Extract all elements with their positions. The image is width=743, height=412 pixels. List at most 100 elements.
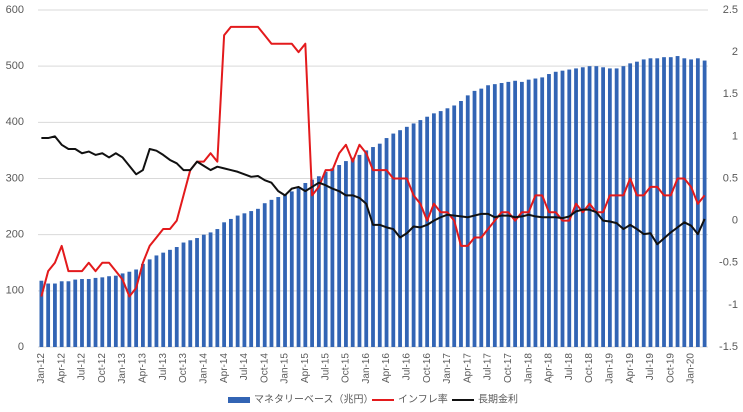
x-tick-label: Jan-15 [280,353,291,384]
bar [492,84,497,347]
bar [93,277,98,347]
y-tick-label: 400 [6,116,24,128]
bar [147,259,152,347]
bar [655,58,660,347]
bar [648,58,653,347]
bar [59,281,64,347]
bar [120,273,125,347]
bar [526,79,531,347]
bar [553,71,558,348]
bar [486,85,490,347]
y-tick-label: 100 [6,285,24,297]
x-tick-label: Apr-17 [462,353,473,383]
bar [472,90,477,347]
bar [350,157,355,347]
x-tick-label: Oct-18 [584,353,595,383]
bar [228,218,233,347]
x-tick-label: Jul-15 [320,353,331,381]
bar [357,154,362,347]
x-tick-label: Jul-17 [483,353,494,381]
x-tick-label: Jan-19 [605,353,616,384]
bar [445,108,450,348]
bar [425,116,430,347]
bar [73,279,78,347]
bar [235,215,240,347]
x-tick-label: Jan-20 [686,353,697,384]
bar [662,57,666,348]
bar [100,277,105,347]
bar [452,105,457,347]
bar [262,203,267,347]
bar [53,283,57,347]
bar [276,197,281,347]
bar [208,232,213,347]
bar [283,194,287,347]
bar [513,80,518,348]
bar [540,77,545,348]
bar [80,279,84,347]
bar [242,213,247,347]
x-tick-label: Oct-17 [503,353,514,383]
bar [310,179,314,347]
bar [344,161,348,347]
bar [404,126,409,348]
bar [323,171,328,347]
legend-label: マネタリーベース（兆円） [254,394,374,406]
bar [621,66,626,348]
y2-tick-label: 2 [732,46,738,58]
bar [614,68,619,347]
x-tick-label: Apr-12 [56,353,67,383]
x-tick-label: Jul-14 [239,353,250,381]
x-tick-label: Apr-18 [544,353,555,383]
bar [506,81,511,347]
x-tick-label: Jan-17 [442,353,453,384]
bar [438,111,443,347]
bar [141,263,145,347]
y2-tick-label: -0.5 [719,257,738,269]
bar [222,222,227,347]
y2-tick-label: -1.5 [719,341,738,353]
bar [587,66,592,348]
y-tick-label: 0 [18,341,24,353]
y-tick-label: 600 [6,4,24,16]
bar [398,130,402,347]
bar [459,100,463,348]
bar [161,252,166,347]
bar [533,78,538,348]
y-tick-label: 300 [6,172,24,184]
x-tick-label: Jul-19 [645,353,656,381]
x-tick-label: Oct-19 [665,353,676,383]
bar [330,168,335,347]
bar [269,199,274,347]
bar [519,81,524,347]
bar [66,281,71,347]
line [40,25,706,298]
bar [39,280,44,347]
x-tick-label: Apr-13 [138,353,149,383]
bar [668,57,673,348]
x-tick-label: Apr-16 [381,353,392,383]
x-tick-label: Apr-14 [219,353,230,383]
bar [168,249,172,347]
x-tick-label: Jan-13 [117,353,128,384]
bar [337,165,342,347]
bar [127,271,132,347]
bar [641,59,646,347]
bar [195,238,199,347]
bar [682,58,687,347]
bar [560,70,565,347]
bar [628,63,633,347]
bar [188,240,193,347]
x-tick-label: Jan-14 [198,353,209,384]
bar [635,61,639,347]
y2-tick-label: -1 [728,299,738,311]
bar [215,229,220,347]
bar [675,56,680,347]
x-tick-label: Oct-13 [178,353,189,383]
x-tick-label: Jan-12 [36,353,47,384]
bar [371,147,375,347]
bar [411,123,416,347]
x-tick-label: Jul-16 [401,353,412,381]
legend-label: インフレ率 [398,393,448,406]
